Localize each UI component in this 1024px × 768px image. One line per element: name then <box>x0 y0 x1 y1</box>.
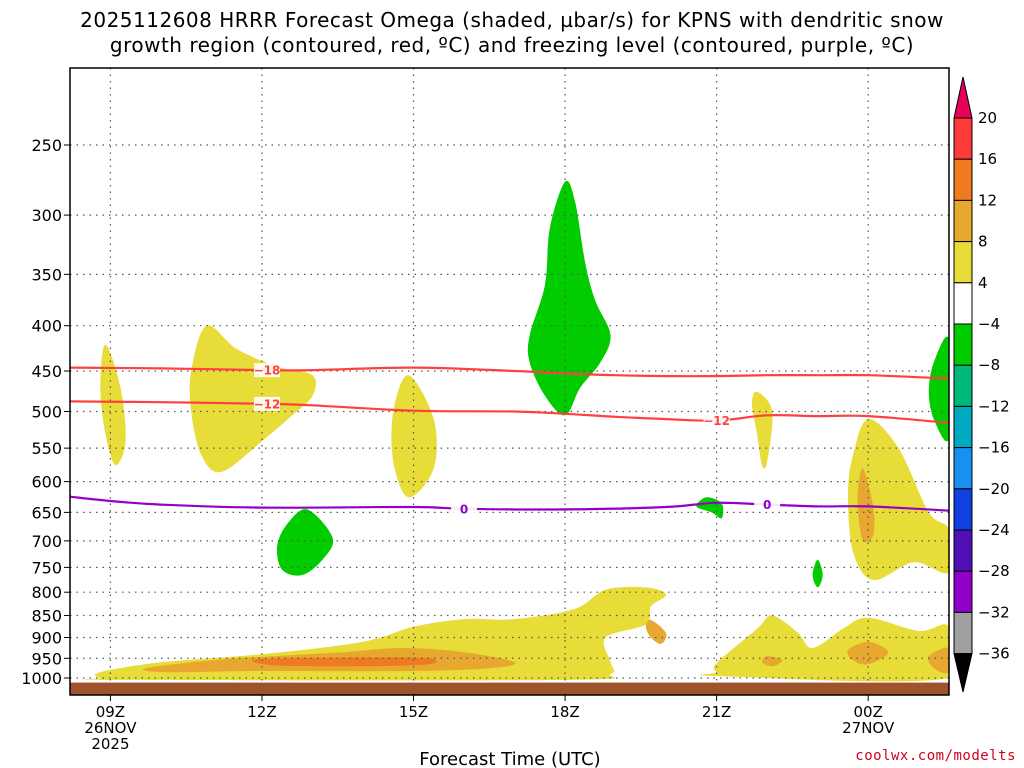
colorbar-box-1 <box>953 158 973 201</box>
ytick-label-500: 500 <box>31 403 62 422</box>
freezing-label-1: 0 <box>763 498 771 512</box>
omega-region-12 <box>928 647 949 674</box>
dgz-12-label-bg-0 <box>254 396 281 411</box>
colorbar-label-5: −4 <box>978 315 1000 333</box>
colorbar-box-12 <box>953 611 973 655</box>
ytick-label-1000: 1000 <box>21 669 62 688</box>
y-axis-ticks: 250 300 350 400 450 500 550 600 650 700 750 800 850 9… <box>21 136 70 688</box>
xtick-label-9-0: 09Z <box>96 703 125 721</box>
omega-region-15 <box>276 509 334 576</box>
dgz-12-label-1: −12 <box>703 414 730 428</box>
omega-region-8 <box>645 619 667 644</box>
freezing-label-bg-0 <box>451 501 478 516</box>
dgz-18-label-bg-0 <box>254 363 281 378</box>
omega-region-0 <box>100 344 126 466</box>
colorbar-label-2: 12 <box>978 191 997 209</box>
colorbar-box-2 <box>953 199 973 243</box>
colorbar-box-6 <box>953 364 973 407</box>
ytick-label-400: 400 <box>31 317 62 336</box>
xtick-label-9-1: 26NOV <box>84 719 137 737</box>
colorbar: 20 16 12 8 4 −4 −8 −12 −16 −20 −24 −28 −32 −36 <box>953 76 1010 693</box>
plot-frame <box>69 67 950 696</box>
ytick-label-750: 750 <box>31 558 62 577</box>
ytick-label-850: 850 <box>31 607 62 626</box>
omega-region-13 <box>251 657 437 667</box>
freezing-label-0: 0 <box>460 502 468 516</box>
colorbar-box-7 <box>953 405 973 449</box>
colorbar-label-10: −24 <box>978 521 1010 539</box>
colorbar-label-12: −32 <box>978 603 1010 621</box>
colorbar-top-arrow <box>953 76 973 119</box>
colorbar-label-11: −28 <box>978 562 1010 580</box>
xtick-label-24-0: 00Z <box>853 703 882 721</box>
omega-region-2 <box>391 375 437 498</box>
colorbar-box-11 <box>953 570 973 613</box>
xtick-label-12-0: 12Z <box>247 703 276 721</box>
colorbar-box-8 <box>953 447 973 490</box>
terrain-band <box>70 682 949 695</box>
colorbar-box-3 <box>953 241 973 284</box>
xtick-label-18-0: 18Z <box>550 703 579 721</box>
ytick-label-350: 350 <box>31 265 62 284</box>
omega-region-5 <box>80 586 667 681</box>
colorbar-label-7: −12 <box>978 397 1010 415</box>
colorbar-box-0 <box>953 117 973 160</box>
colorbar-label-9: −20 <box>978 480 1010 498</box>
omega-region-6 <box>699 615 949 682</box>
colorbar-bottom-arrow <box>953 653 973 693</box>
freezing-contour <box>70 495 949 512</box>
ytick-label-650: 650 <box>31 503 62 522</box>
ytick-label-300: 300 <box>31 206 62 225</box>
ytick-label-900: 900 <box>31 628 62 647</box>
ytick-label-550: 550 <box>31 439 62 458</box>
ytick-label-450: 450 <box>31 362 62 381</box>
omega-region-17 <box>812 559 823 588</box>
omega-region-14 <box>527 180 611 416</box>
dgz-12-label-0: −12 <box>254 397 281 411</box>
colorbar-label-8: −16 <box>978 439 1010 457</box>
chart-title-line-2: growth region (contoured, red, ºC) and f… <box>109 33 915 57</box>
chart-title-line-1: 2025112608 HRRR Forecast Omega (shaded, … <box>80 8 944 32</box>
dgz-18-label-0: −18 <box>254 364 281 378</box>
ytick-label-950: 950 <box>31 649 62 668</box>
xtick-label-21-0: 21Z <box>702 703 731 721</box>
omega-region-11 <box>761 656 783 667</box>
xtick-label-15-0: 15Z <box>399 703 428 721</box>
credit-link[interactable]: coolwx.com/modelts <box>855 748 1016 764</box>
omega-region-18 <box>928 336 949 442</box>
plot-area: −18 −12 −12 0 0 <box>70 68 949 695</box>
colorbar-label-4: 4 <box>978 274 988 292</box>
omega-region-1 <box>189 325 317 473</box>
colorbar-label-6: −8 <box>978 356 1000 374</box>
colorbar-label-1: 16 <box>978 150 997 168</box>
colorbar-label-0: 20 <box>978 109 997 127</box>
omega-region-4 <box>848 419 949 581</box>
colorbar-box-4 <box>953 282 973 325</box>
colorbar-box-9 <box>953 488 973 531</box>
grid-layer <box>70 68 949 695</box>
ytick-label-700: 700 <box>31 532 62 551</box>
colorbar-label-13: −36 <box>978 645 1010 663</box>
omega-shading-layer <box>80 180 949 682</box>
freezing-label-bg-1 <box>754 497 781 512</box>
colorbar-label-3: 8 <box>978 233 988 251</box>
xtick-label-24-1: 27NOV <box>842 719 895 737</box>
dgz-12-label-bg-1 <box>703 413 730 428</box>
ytick-label-800: 800 <box>31 583 62 602</box>
colorbar-box-5 <box>953 323 973 366</box>
omega-region-3 <box>752 391 773 469</box>
xtick-label-9-2: 2025 <box>91 735 129 753</box>
colorbar-box-10 <box>953 529 973 572</box>
x-axis-label: Forecast Time (UTC) <box>419 749 600 768</box>
contour-layer: −18 −12 −12 0 0 <box>70 363 949 516</box>
ytick-label-250: 250 <box>31 136 62 155</box>
ytick-label-600: 600 <box>31 473 62 492</box>
